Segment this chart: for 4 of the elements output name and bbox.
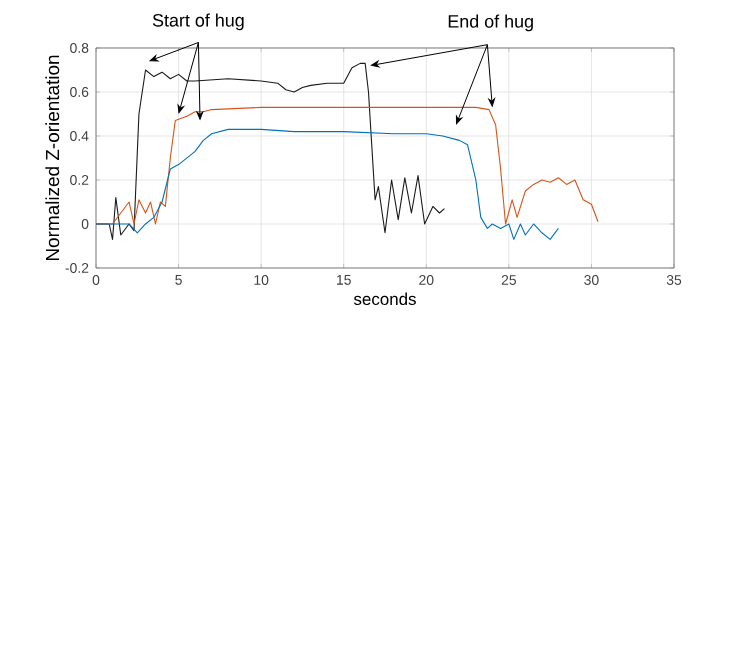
y-axis-title: Normalized Z-orientation bbox=[45, 55, 60, 261]
x-axis-title: seconds bbox=[353, 292, 416, 306]
annotation: End of hug bbox=[448, 14, 533, 32]
annotation: Start of hug bbox=[152, 13, 244, 31]
